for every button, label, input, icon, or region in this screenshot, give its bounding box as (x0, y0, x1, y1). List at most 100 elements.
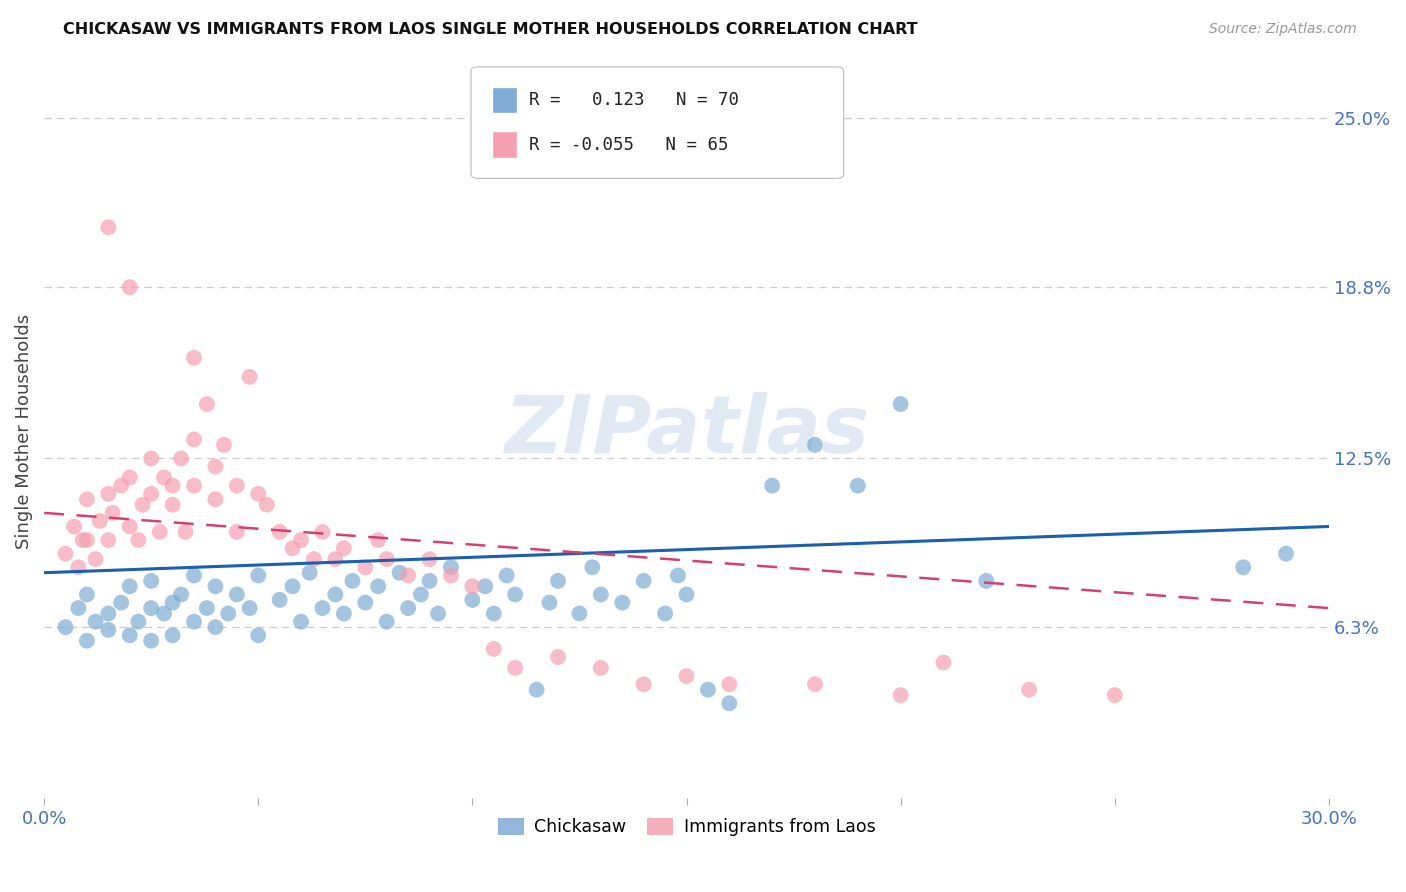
Point (84, 552, 107, 566)
Point (149, 524, 172, 539)
Point (76, 633, 98, 648)
Point (141, 451, 163, 466)
Point (440, 568, 463, 582)
Point (547, 574, 569, 588)
Point (612, 596, 634, 610)
Point (568, 607, 591, 621)
Point (474, 579, 496, 593)
Point (503, 587, 526, 601)
Point (281, 579, 304, 593)
Point (804, 677, 827, 691)
Point (141, 601, 163, 615)
Point (141, 633, 163, 648)
Point (162, 498, 184, 512)
Point (118, 470, 141, 484)
Point (204, 620, 226, 634)
Point (333, 607, 356, 621)
Point (890, 688, 912, 702)
Point (589, 587, 612, 601)
Point (375, 552, 398, 566)
Point (589, 661, 612, 675)
Point (354, 560, 377, 574)
Point (503, 661, 526, 675)
Point (581, 560, 603, 574)
Point (204, 492, 226, 507)
Point (204, 459, 226, 474)
Point (67, 560, 90, 574)
Point (375, 615, 398, 629)
Point (183, 615, 205, 629)
Point (97, 623, 120, 637)
Point (890, 397, 912, 411)
Point (97, 220, 120, 235)
Point (127, 615, 149, 629)
Point (482, 641, 505, 656)
Point (419, 552, 441, 566)
Point (183, 433, 205, 447)
Point (110, 596, 132, 610)
Point (427, 607, 450, 621)
Point (281, 541, 304, 556)
Point (101, 506, 124, 520)
Point (183, 568, 205, 582)
Point (76, 492, 98, 507)
Point (67, 601, 90, 615)
Point (63, 519, 86, 533)
Point (153, 607, 176, 621)
Point (225, 478, 247, 492)
Point (311, 524, 333, 539)
Point (290, 29, 312, 44)
Point (72, 533, 94, 547)
Point (162, 596, 184, 610)
Point (323, 587, 346, 601)
Point (131, 498, 153, 512)
Point (170, 587, 193, 601)
Point (97, 533, 120, 547)
Point (1232, 560, 1254, 574)
Text: R = -0.055   N = 65: R = -0.055 N = 65 (529, 136, 728, 153)
Point (217, 607, 239, 621)
Point (419, 574, 441, 588)
Point (461, 579, 484, 593)
Point (204, 579, 226, 593)
Point (666, 568, 689, 582)
Point (1018, 682, 1040, 697)
Point (183, 351, 205, 365)
Point (461, 593, 484, 607)
Point (170, 451, 193, 466)
Point (55, 547, 77, 561)
Point (367, 533, 389, 547)
Point (804, 438, 827, 452)
Point (482, 607, 505, 621)
Point (89, 514, 111, 528)
Point (141, 574, 163, 588)
Point (718, 696, 741, 710)
Point (495, 568, 517, 582)
Point (396, 601, 419, 615)
Point (675, 587, 697, 601)
Point (367, 579, 389, 593)
Point (396, 568, 419, 582)
Point (256, 498, 278, 512)
Point (302, 552, 325, 566)
Point (311, 601, 333, 615)
Point (333, 541, 356, 556)
Point (174, 524, 197, 539)
Point (225, 524, 247, 539)
Y-axis label: Single Mother Households: Single Mother Households (15, 314, 32, 549)
Point (195, 601, 218, 615)
Point (526, 682, 548, 697)
Point (440, 560, 463, 574)
Point (1104, 688, 1126, 702)
Point (212, 438, 235, 452)
Point (547, 650, 569, 665)
Point (118, 280, 141, 294)
Point (153, 470, 176, 484)
Text: ZIPatlas: ZIPatlas (503, 392, 869, 470)
Point (290, 615, 312, 629)
Point (1275, 547, 1298, 561)
Point (675, 669, 697, 683)
Point (183, 478, 205, 492)
Point (354, 596, 377, 610)
Point (247, 568, 270, 582)
